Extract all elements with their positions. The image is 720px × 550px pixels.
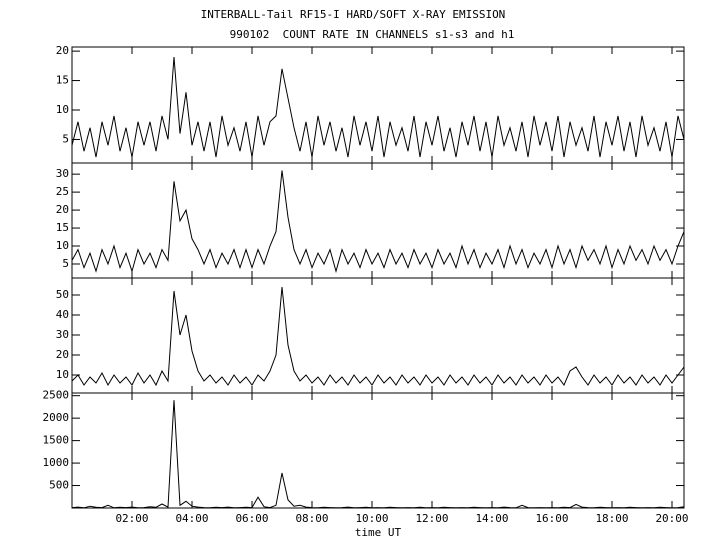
x-tick-label: 02:00 <box>115 512 148 525</box>
panel-frame <box>71 162 685 279</box>
y-tick-label: 2000 <box>43 411 70 424</box>
y-tick-label: 30 <box>56 328 69 341</box>
x-tick-label: 18:00 <box>595 512 628 525</box>
y-tick-label: 15 <box>56 74 69 87</box>
x-tick-label: 12:00 <box>415 512 448 525</box>
y-tick-label: 10 <box>56 103 69 116</box>
y-tick-label: 5 <box>62 132 69 145</box>
y-tick-label: 10 <box>56 368 69 381</box>
data-line <box>71 56 685 158</box>
x-tick-label: 20:00 <box>655 512 688 525</box>
data-line <box>71 286 685 387</box>
x-tick-label: 16:00 <box>535 512 568 525</box>
y-tick-label: 20 <box>56 203 69 216</box>
x-tick-label: 10:00 <box>355 512 388 525</box>
panel-frame <box>71 46 685 164</box>
panel-frame <box>71 392 685 509</box>
data-line <box>71 170 685 274</box>
y-tick-label: 20 <box>56 44 69 57</box>
y-tick-label: 5 <box>62 257 69 270</box>
chart-subtitle: 990102 COUNT RATE IN CHANNELS s1-s3 and … <box>230 28 515 41</box>
y-tick-label: 15 <box>56 221 69 234</box>
y-tick-label: 1500 <box>43 434 70 447</box>
y-tick-label: 20 <box>56 348 69 361</box>
x-axis-label: time UT <box>355 526 402 539</box>
y-tick-label: 1000 <box>43 456 70 469</box>
x-tick-label: 14:00 <box>475 512 508 525</box>
y-tick-label: 10 <box>56 239 69 252</box>
x-tick-label: 06:00 <box>235 512 268 525</box>
chart-title: INTERBALL-Tail RF15-I HARD/SOFT X-RAY EM… <box>201 8 506 21</box>
y-tick-label: 50 <box>56 288 69 301</box>
y-tick-label: 2500 <box>43 389 70 402</box>
x-tick-label: 04:00 <box>175 512 208 525</box>
y-tick-label: 40 <box>56 308 69 321</box>
y-tick-label: 30 <box>56 167 69 180</box>
data-line <box>71 400 685 509</box>
y-tick-label: 25 <box>56 185 69 198</box>
x-tick-label: 08:00 <box>295 512 328 525</box>
y-tick-label: 500 <box>49 479 69 492</box>
